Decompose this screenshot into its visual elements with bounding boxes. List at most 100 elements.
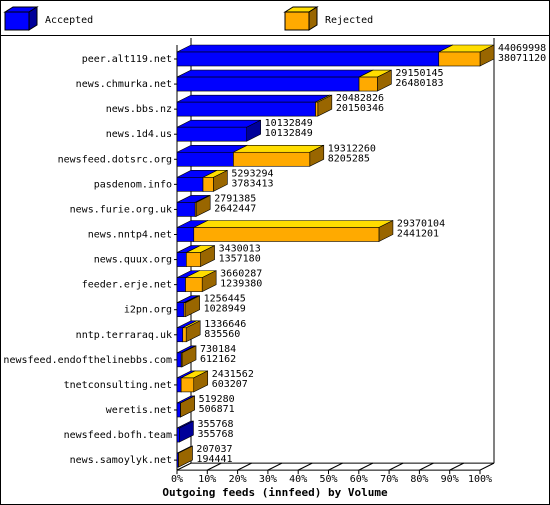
bar [358, 76, 378, 92]
bar [176, 126, 247, 142]
accepted-label: 2441201 [397, 228, 439, 239]
bar [180, 377, 195, 393]
accepted-label: 20150346 [336, 103, 384, 114]
accepted-label: 38071120 [498, 53, 546, 64]
bar-top [193, 220, 394, 228]
bar [176, 402, 181, 418]
bar [176, 352, 182, 368]
bar [186, 252, 201, 267]
x-tick [267, 462, 283, 471]
bar-top [176, 94, 330, 103]
y-tick-label: feeder.erje.net [82, 280, 172, 291]
x-tick-label: 40% [289, 474, 307, 485]
offered-label: 20482826 [336, 93, 384, 104]
bar [180, 352, 183, 368]
bar [233, 151, 311, 167]
offered-label: 2431562 [212, 369, 254, 380]
bar [176, 327, 184, 343]
accepted-label: 1357180 [219, 254, 261, 265]
bar [202, 177, 214, 192]
x-tick [479, 462, 495, 471]
x-tick [237, 462, 252, 471]
y-tick-label: news.quux.org [94, 255, 172, 266]
x-tick [297, 462, 313, 471]
y-tick-label: news.1d4.us [106, 129, 172, 140]
y-tick-label: nntp.terraraq.uk [76, 330, 172, 341]
x-tick [358, 462, 374, 471]
x-tick [207, 462, 222, 471]
offered-label: 29150145 [395, 68, 443, 79]
x-tick [388, 462, 404, 471]
bar [176, 202, 196, 217]
bar [315, 101, 319, 117]
accepted-label: 2642447 [214, 203, 256, 214]
offered-label: 2791385 [214, 193, 256, 204]
accepted-label: 1028949 [204, 304, 246, 315]
offered-label: 3660287 [220, 269, 262, 280]
y-tick-label: newsfeed.dotsrc.org [58, 154, 172, 165]
accepted-label: 612162 [200, 354, 236, 365]
bar [176, 101, 316, 117]
bar [185, 277, 203, 292]
bar [176, 51, 440, 67]
x-tick-label: 30% [259, 474, 277, 485]
y-tick-label: news.bbs.nz [106, 104, 172, 115]
x-tick-label: 70% [380, 474, 398, 485]
accepted-label: 3783413 [231, 178, 273, 189]
bar-top [176, 69, 374, 78]
legend-label: Rejected [325, 15, 373, 26]
y-tick-label: tnetconsulting.net [64, 380, 172, 391]
y-tick-label: pasdenom.info [94, 179, 172, 190]
bar [182, 327, 187, 343]
accepted-label: 8205285 [328, 153, 370, 164]
x-tick-label: 0% [171, 474, 183, 485]
accepted-label: 603207 [212, 379, 248, 390]
x-tick-label: 60% [350, 474, 368, 485]
accepted-label: 506871 [199, 404, 235, 415]
offered-label: 10132849 [265, 118, 313, 129]
y-tick-label: newsfeed.endofthelinebbs.com [3, 355, 172, 366]
bar [176, 427, 180, 443]
bar [176, 377, 182, 393]
x-tick-label: 20% [229, 474, 247, 485]
offered-label: 519280 [199, 394, 235, 405]
offered-label: 3430013 [219, 244, 261, 255]
x-tick-label: 50% [319, 474, 337, 485]
y-tick-label: news.nntp4.net [88, 229, 172, 240]
accepted-label: 194441 [196, 454, 232, 465]
bar [176, 76, 360, 92]
bar [176, 277, 186, 292]
bar [176, 151, 234, 167]
x-tick-label: 80% [410, 474, 428, 485]
x-tick [176, 462, 192, 471]
y-tick-label: news.samoylyk.net [70, 455, 172, 466]
bar [183, 302, 186, 318]
offered-label: 730184 [200, 344, 236, 355]
x-tick [419, 462, 434, 471]
bar-top [233, 144, 324, 153]
x-tick [449, 462, 464, 471]
offered-label: 207037 [196, 444, 232, 455]
x-tick-label: 10% [198, 474, 216, 485]
offered-label: 1256445 [204, 294, 246, 305]
bar [176, 177, 204, 192]
y-tick-label: newsfeed.bofh.team [64, 430, 172, 441]
offered-label: 5293294 [231, 168, 273, 179]
y-tick-label: news.furie.org.uk [70, 204, 172, 215]
x-axis-title: Outgoing feeds (innfeed) by Volume [162, 486, 388, 499]
offered-label: 19312260 [328, 143, 376, 154]
accepted-label: 835560 [204, 329, 240, 340]
x-tick-label: 90% [441, 474, 459, 485]
bar [176, 227, 195, 242]
offered-label: 44069998 [498, 43, 546, 54]
y-tick-label: weretis.net [106, 405, 172, 416]
bar [194, 202, 197, 217]
offered-label: 355768 [197, 419, 233, 430]
legend-swatch [284, 11, 310, 31]
legend-swatch [4, 11, 30, 31]
offered-label: 29370104 [397, 218, 445, 229]
accepted-label: 355768 [197, 429, 233, 440]
bar [176, 302, 185, 318]
y-tick-label: i2pn.org [124, 305, 172, 316]
bar [176, 252, 187, 267]
